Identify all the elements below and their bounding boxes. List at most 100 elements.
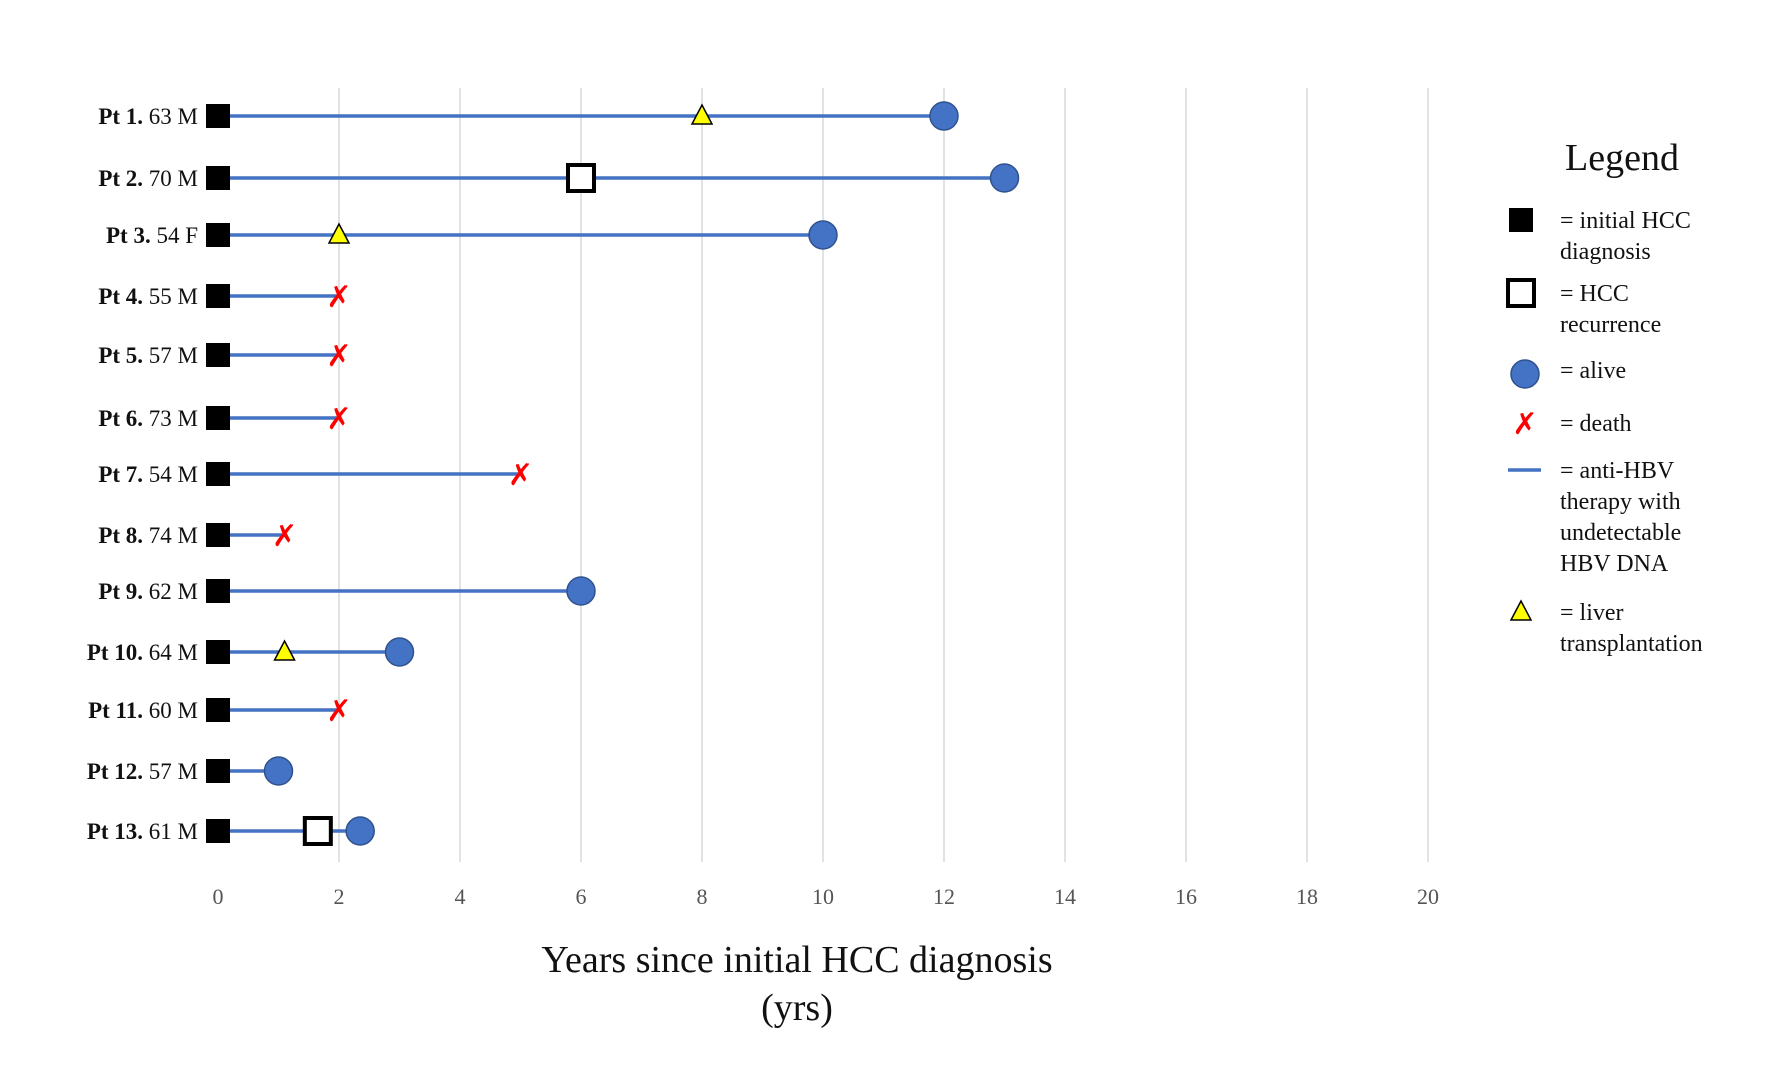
circle-icon [1510, 359, 1540, 389]
initial-diagnosis-marker [206, 640, 230, 664]
patient-age-sex: 57 M [149, 759, 198, 784]
legend-item-text: = HCC [1560, 281, 1629, 307]
x-tick-label-2: 2 [334, 884, 345, 909]
x-icon: ✗ [1512, 407, 1537, 442]
initial-diagnosis-marker [206, 698, 230, 722]
filled-square-icon [1509, 208, 1533, 232]
legend-title: Legend [1565, 137, 1679, 179]
x-tick-label-10: 10 [812, 884, 834, 909]
initial-diagnosis-marker [206, 284, 230, 308]
x-tick-label-8: 8 [697, 884, 708, 909]
legend-item-text: HBV DNA [1560, 551, 1669, 577]
patient-label: Pt 8. 74 M [98, 523, 198, 548]
alive-marker [384, 637, 415, 667]
patient-age-sex: 60 M [149, 698, 198, 723]
x-tick-label-20: 20 [1417, 884, 1439, 909]
patient-row-3: Pt 3. 54 F [106, 220, 838, 250]
patient-age-sex: 63 M [149, 104, 198, 129]
patient-age-sex: 57 M [149, 343, 198, 368]
x-tick-label-4: 4 [455, 884, 466, 909]
legend-item-text: transplantation [1560, 631, 1703, 657]
transplant-marker [327, 222, 351, 244]
patient-row-9: Pt 9. 62 M [98, 576, 596, 606]
patient-label: Pt 7. 54 M [98, 462, 198, 487]
legend-item-line: = anti-HBV therapy with undetectable HBV DN… [1508, 458, 1681, 577]
patient-id: Pt 6. [98, 406, 148, 431]
triangle-icon [1509, 599, 1533, 621]
patient-rows: Pt 1. 63 M Pt 2. 70 M Pt 3. 54 F Pt 4. 55 M… [87, 101, 1020, 846]
legend: Legend = initial HCC diagnosis = HCC recurre… [1506, 137, 1703, 657]
patient-age-sex: 55 M [149, 284, 198, 309]
initial-diagnosis-marker [206, 462, 230, 486]
transplant-marker [690, 103, 714, 125]
patient-row-12: Pt 12. 57 M [87, 756, 294, 786]
patient-age-sex: 74 M [149, 523, 198, 548]
x-axis-label-line-1: Years since initial HCC diagnosis [541, 939, 1052, 981]
open-square-icon [1506, 278, 1536, 308]
patient-id: Pt 8. [98, 523, 148, 548]
transplant-marker [273, 639, 296, 661]
legend-item-text: recurrence [1560, 312, 1661, 338]
legend-item-filled-square: = initial HCC diagnosis [1509, 208, 1691, 265]
legend-item-text: therapy with [1560, 489, 1681, 515]
legend-item-text: = initial HCC [1560, 208, 1691, 234]
patient-id: Pt 3. [106, 223, 156, 248]
legend-item-triangle: = liver transplantation [1509, 599, 1703, 657]
patient-id: Pt 1. [98, 104, 148, 129]
alive-marker [345, 816, 375, 846]
patient-label: Pt 2. 70 M [98, 166, 198, 191]
alive-marker [808, 220, 838, 250]
alive-marker [929, 101, 959, 131]
patient-id: Pt 11. [88, 698, 149, 723]
x-tick-labels: 0 2 4 6 8 10 12 14 16 18 20 [213, 884, 1440, 909]
legend-item-text: diagnosis [1560, 239, 1651, 265]
legend-item-text: undetectable [1560, 520, 1681, 546]
x-tick-label-0: 0 [213, 884, 224, 909]
alive-marker [989, 163, 1020, 193]
initial-diagnosis-marker [206, 343, 230, 367]
patient-age-sex: 62 M [149, 579, 198, 604]
legend-item-text: = liver [1560, 600, 1624, 626]
patient-label: Pt 1. 63 M [98, 104, 198, 129]
patient-row-1: Pt 1. 63 M [98, 101, 959, 131]
x-axis-label-line-2: (yrs) [761, 987, 833, 1029]
alive-marker [566, 576, 596, 606]
initial-diagnosis-marker [206, 166, 230, 190]
patient-id: Pt 4. [98, 284, 148, 309]
patient-label: Pt 3. 54 F [106, 223, 198, 248]
patient-row-6: Pt 6. 73 M ✗ [98, 402, 351, 437]
vertical-gridlines [338, 88, 1429, 862]
legend-item-open-square: = HCC recurrence [1506, 278, 1661, 338]
alive-marker [263, 756, 294, 786]
initial-diagnosis-marker [206, 579, 230, 603]
patient-label: Pt 9. 62 M [98, 579, 198, 604]
death-marker: ✗ [326, 402, 351, 437]
initial-diagnosis-marker [206, 406, 230, 430]
patient-row-13: Pt 13. 61 M [87, 816, 375, 846]
patient-row-7: Pt 7. 54 M ✗ [98, 458, 533, 493]
patient-age-sex: 61 M [149, 819, 198, 844]
patient-id: Pt 13. [87, 819, 149, 844]
patient-row-2: Pt 2. 70 M [98, 163, 1020, 193]
x-tick-label-16: 16 [1175, 884, 1197, 909]
patient-label: Pt 4. 55 M [98, 284, 198, 309]
patient-id: Pt 2. [98, 166, 148, 191]
patient-label: Pt 13. 61 M [87, 819, 198, 844]
x-tick-label-14: 14 [1054, 884, 1076, 909]
x-tick-label-18: 18 [1296, 884, 1318, 909]
patient-label: Pt 12. 57 M [87, 759, 198, 784]
patient-age-sex: 54 F [156, 223, 198, 248]
initial-diagnosis-marker [206, 523, 230, 547]
initial-diagnosis-marker [206, 819, 230, 843]
patient-label: Pt 5. 57 M [98, 343, 198, 368]
patient-id: Pt 12. [87, 759, 149, 784]
death-marker: ✗ [326, 339, 351, 374]
death-marker: ✗ [508, 458, 533, 493]
initial-diagnosis-marker [206, 223, 230, 247]
x-tick-label-6: 6 [576, 884, 587, 909]
patient-age-sex: 64 M [149, 640, 198, 665]
patient-row-10: Pt 10. 64 M [87, 637, 415, 667]
legend-item-circle: = alive [1510, 358, 1626, 389]
x-axis-label: Years since initial HCC diagnosis (yrs) [541, 939, 1052, 1029]
